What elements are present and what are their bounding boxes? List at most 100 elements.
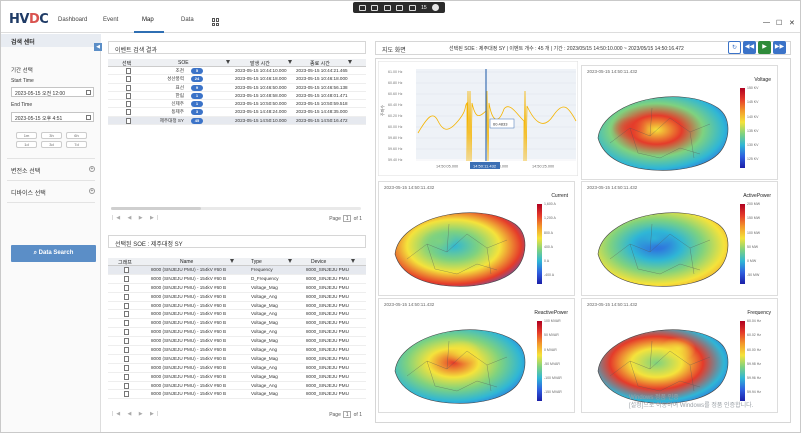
pin-icon[interactable] bbox=[358, 4, 366, 11]
filter-icon[interactable] bbox=[226, 60, 230, 64]
filter-icon[interactable] bbox=[230, 259, 234, 263]
graph-icon[interactable] bbox=[124, 338, 129, 345]
check-icon[interactable] bbox=[432, 4, 440, 11]
select-doc-icon[interactable] bbox=[126, 101, 131, 108]
graph-icon[interactable] bbox=[124, 293, 129, 300]
nav-dashboard[interactable]: Dashboard bbox=[58, 17, 88, 23]
heatmap-card[interactable]: 2023-05-15 14:50:11.432 ReactivePower 100 … bbox=[378, 298, 575, 413]
graph-icon[interactable] bbox=[124, 364, 129, 371]
minimize-icon[interactable]: — bbox=[763, 19, 770, 26]
table-row[interactable]: 8000 (SINJEJU PMU) - 154kV #60 B Frequenc… bbox=[108, 266, 366, 275]
table-row[interactable]: 8000 (SINJEJU PMU) - 154kV #60 B Voltage_… bbox=[108, 382, 366, 391]
table-row[interactable]: 한림 1 2023-05-15 10:48:58.000 2023-05-15 10:… bbox=[108, 92, 366, 101]
quick-range-button[interactable]: 1m bbox=[16, 132, 37, 139]
close-icon[interactable]: ✕ bbox=[789, 20, 795, 27]
select-doc-icon[interactable] bbox=[126, 92, 131, 99]
quick-range-button[interactable]: 7d bbox=[66, 141, 87, 148]
monitor-icon[interactable] bbox=[371, 4, 379, 11]
device-select[interactable]: 디바이스 선택 bbox=[11, 191, 46, 197]
expand-icon[interactable]: + bbox=[89, 188, 95, 194]
colorbar-tick: 0 MVAR bbox=[544, 347, 557, 352]
heatmap-card[interactable]: 2023-05-15 14:50:11.432 ActivePower 200 MW… bbox=[581, 181, 778, 296]
nav-map[interactable]: Map bbox=[142, 17, 154, 23]
calendar-icon[interactable] bbox=[86, 115, 91, 120]
table-row[interactable]: 8000 (SINJEJU PMU) - 154kV #60 B Voltage_… bbox=[108, 364, 366, 373]
measure-type: Voltage_Mag bbox=[251, 355, 278, 361]
quick-range-button[interactable]: 3d bbox=[41, 141, 62, 148]
table-row[interactable]: 신제주 1 2023-05-15 10:50:50.000 2023-05-15 10… bbox=[108, 100, 366, 109]
nav-data[interactable]: Data bbox=[181, 17, 194, 23]
graph-icon[interactable] bbox=[124, 373, 129, 380]
colorbar-tick: -100 MVAR bbox=[544, 376, 562, 381]
substation-select[interactable]: 변전소 선택 bbox=[11, 169, 41, 175]
table-row[interactable]: 8000 (SINJEJU PMU) - 154kV #60 B Voltage_… bbox=[108, 302, 366, 311]
graph-icon[interactable] bbox=[124, 267, 129, 273]
graph-icon[interactable] bbox=[124, 284, 129, 291]
filter-icon[interactable] bbox=[288, 60, 292, 64]
select-doc-icon[interactable] bbox=[126, 68, 131, 74]
table-row[interactable]: 표선 9 2023-05-15 10:46:50.000 2023-05-15 10:… bbox=[108, 84, 366, 92]
graph-icon[interactable] bbox=[124, 320, 129, 327]
graph-icon[interactable] bbox=[124, 311, 129, 318]
pager-prev-icons[interactable]: |◀ ◀ ▶ ▶| bbox=[112, 215, 162, 221]
filter-icon[interactable] bbox=[288, 259, 292, 263]
data-search-button[interactable]: ⌕ Data Search bbox=[11, 245, 96, 262]
table-row[interactable]: 8000 (SINJEJU PMU) - 154kV #60 B Voltage_… bbox=[108, 319, 366, 329]
graph-icon[interactable] bbox=[124, 275, 129, 282]
rewind-button[interactable]: ◀◀ bbox=[743, 41, 756, 54]
quick-range-button[interactable]: 3h bbox=[41, 132, 62, 139]
end-time-field[interactable]: 2023-05-15 오후 4:51 bbox=[11, 112, 94, 122]
colorbar-tick: 800 A bbox=[544, 230, 553, 235]
table-row[interactable]: 8000 (SINJEJU PMU) - 154kV #60 B Voltage_… bbox=[108, 355, 366, 364]
heatmap-card[interactable]: 2023-05-15 14:50:11.432 Frequency 60.04 Hz… bbox=[581, 298, 778, 413]
expand-icon[interactable]: + bbox=[89, 166, 95, 172]
select-doc-icon[interactable] bbox=[126, 109, 131, 116]
quick-range-button[interactable]: 1d bbox=[16, 141, 37, 148]
table-row[interactable]: 제주대정 SY 45 2023-05-15 14:50:10.000 2023-05-… bbox=[108, 116, 366, 126]
select-doc-icon[interactable] bbox=[126, 84, 131, 91]
table-row[interactable]: 8000 (SINJEJU PMU) - 154kV #60 B Voltage_… bbox=[108, 328, 366, 338]
graph-icon[interactable] bbox=[124, 391, 129, 398]
nav-event[interactable]: Event bbox=[103, 17, 119, 23]
start-time-field[interactable]: 2023-05-15 오전 12:00 bbox=[11, 87, 94, 97]
table-row[interactable]: 8000 (SINJEJU PMU) - 154kV #60 B Voltage_… bbox=[108, 373, 366, 382]
forward-button[interactable]: ▶▶ bbox=[773, 41, 786, 54]
play-button[interactable]: ▶ bbox=[758, 41, 771, 54]
heatmap-card[interactable]: 2023-05-15 14:50:11.432 Voltage 150 KV 145 … bbox=[581, 65, 778, 180]
filter-icon[interactable] bbox=[351, 259, 355, 263]
filter-icon[interactable] bbox=[348, 60, 352, 64]
table-row[interactable]: 8000 (SINJEJU PMU) - 154kV #60 B Voltage_… bbox=[108, 310, 366, 320]
window-icon[interactable] bbox=[383, 4, 391, 11]
page-input[interactable]: 1 bbox=[343, 411, 352, 418]
remote-toolbar[interactable]: 15 bbox=[353, 2, 445, 13]
graph-icon[interactable] bbox=[124, 302, 129, 309]
heatmap-card[interactable]: 2023-05-15 14:50:11.432 Current 1,600 A 1,2… bbox=[378, 181, 575, 296]
horizontal-scrollbar[interactable] bbox=[111, 207, 361, 210]
table-row[interactable]: 8000 (SINJEJU PMU) - 154kV #60 B D_Freque… bbox=[108, 275, 366, 284]
grid-icon[interactable] bbox=[212, 18, 220, 26]
table-row[interactable]: 8000 (SINJEJU PMU) - 154kV #60 B Voltage_… bbox=[108, 337, 366, 347]
screen-icon[interactable] bbox=[396, 4, 404, 11]
table-row[interactable]: 8000 (SINJEJU PMU) - 154kV #60 B Voltage_… bbox=[108, 293, 366, 302]
select-doc-icon[interactable] bbox=[126, 76, 131, 83]
table-row[interactable]: 8000 (SINJEJU PMU) - 154kV #60 B Voltage_… bbox=[108, 284, 366, 293]
graph-icon[interactable] bbox=[124, 382, 129, 389]
table-row[interactable]: 8000 (SINJEJU PMU) - 154kV #60 B Voltage_… bbox=[108, 390, 366, 400]
page-input[interactable]: 1 bbox=[343, 215, 352, 222]
select-doc-icon[interactable] bbox=[126, 117, 131, 124]
graph-icon[interactable] bbox=[124, 329, 129, 336]
refresh-button[interactable]: ↻ bbox=[728, 41, 741, 54]
frequency-trend-chart[interactable]: 주파수 61.00 Hz 60.80 Hz 60.60 Hz 60.40 Hz 60.2… bbox=[378, 61, 578, 176]
pager-prev-icons[interactable]: |◀ ◀ ▶ ▶| bbox=[112, 411, 162, 417]
quick-range-button[interactable]: 6h bbox=[66, 132, 87, 139]
graph-icon[interactable] bbox=[124, 355, 129, 362]
table-row[interactable]: 8000 (SINJEJU PMU) - 154kV #60 B Voltage_… bbox=[108, 346, 366, 355]
table-row[interactable]: 조천 5 2023-05-15 10:44:10.000 2023-05-15 10:… bbox=[108, 67, 366, 76]
table-row[interactable]: 동제주 3 2023-05-15 14:48:24.000 2023-05-15 14… bbox=[108, 108, 366, 117]
table-row[interactable]: 성산풍력 24 2023-05-15 10:46:18.000 2023-05-15 … bbox=[108, 75, 366, 84]
graph-icon[interactable] bbox=[124, 347, 129, 354]
display-icon[interactable] bbox=[408, 4, 416, 11]
calendar-icon[interactable] bbox=[86, 90, 91, 95]
collapse-sidebar-button[interactable]: ◀ bbox=[94, 43, 102, 51]
maximize-icon[interactable]: ☐ bbox=[776, 20, 783, 27]
